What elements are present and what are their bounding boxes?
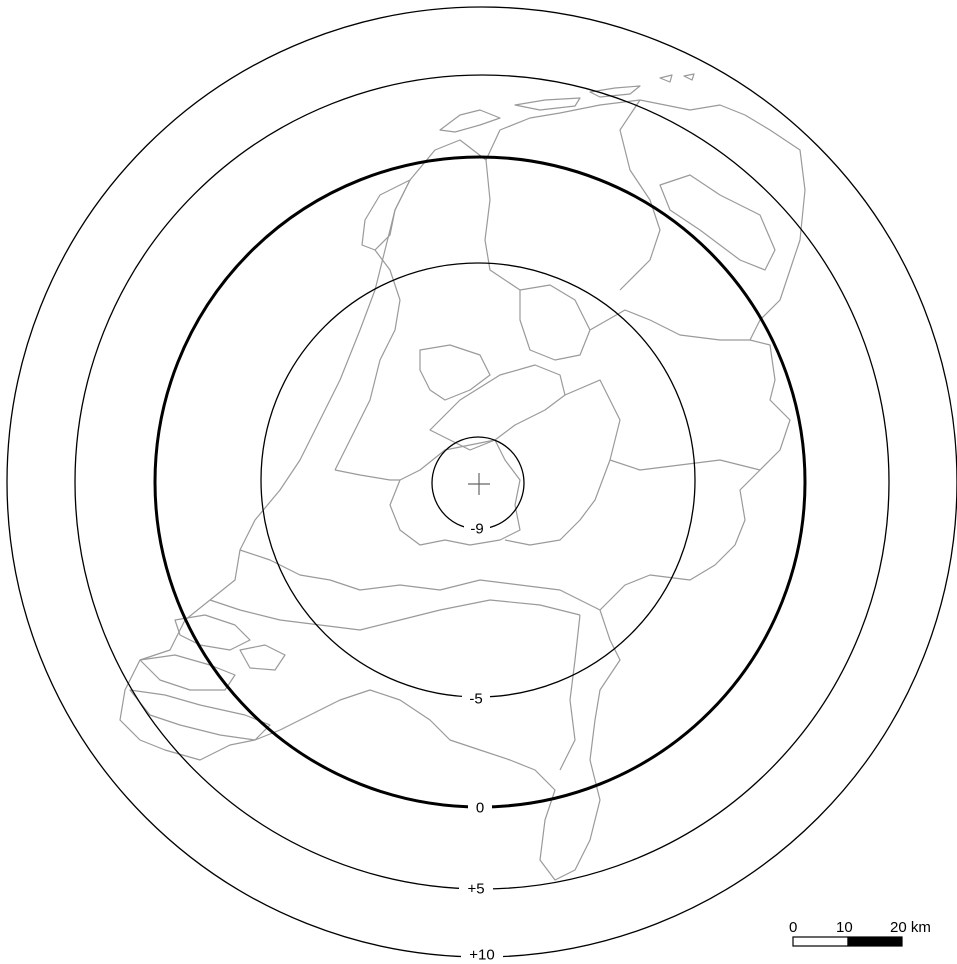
ring-labels: -9 -5 0 +5 +10 [459,520,503,964]
brabant-line [209,599,581,631]
flevoland [519,284,591,361]
coastline [119,99,806,881]
island-1 [439,109,501,133]
south-holland-line [334,469,400,481]
zeeland-2 [139,654,236,691]
island-2 [514,97,581,111]
ring-label-plus-10: +10 [469,947,494,964]
rivers-line [239,549,601,611]
zeeland-1 [174,614,251,651]
scale-bar-white-segment [792,936,849,947]
island-5 [683,73,695,81]
center-marker [468,473,490,495]
scale-bar-label-20: 20 km [890,919,931,936]
region-boundaries [119,73,806,881]
ring-label-plus-5: +5 [467,881,484,898]
scale-bar-black-segment [847,936,903,947]
ring-label-minus-5: -5 [469,691,482,708]
scale-bar-label-10: 10 [836,919,853,936]
ring-label-zero: 0 [476,800,484,817]
friesland-line [484,159,521,291]
province-line-nh [334,249,401,471]
island-3 [589,85,641,98]
groningen-line [619,99,661,291]
ring-zero [153,155,807,809]
utrecht [389,439,521,546]
ring-label-minus-9: -9 [470,521,483,538]
overijssel-line [564,379,761,471]
flevoland-south [429,364,566,451]
groningen-lake [659,174,776,271]
north-holland [361,179,411,251]
zeeland-3 [129,689,271,741]
ring-minus-5 [260,262,696,698]
ring-plus-5 [74,74,890,890]
limburg-line [559,614,581,771]
gelderland-line [504,459,611,546]
scale-bar-label-0: 0 [789,919,797,936]
ring-minus-9 [431,436,525,530]
scale-bar: 0 10 20 km [789,919,931,947]
drenthe-line [589,309,750,341]
island-4 [659,74,673,83]
zeeland-4 [239,644,286,671]
ijsselmeer-west [419,344,491,401]
